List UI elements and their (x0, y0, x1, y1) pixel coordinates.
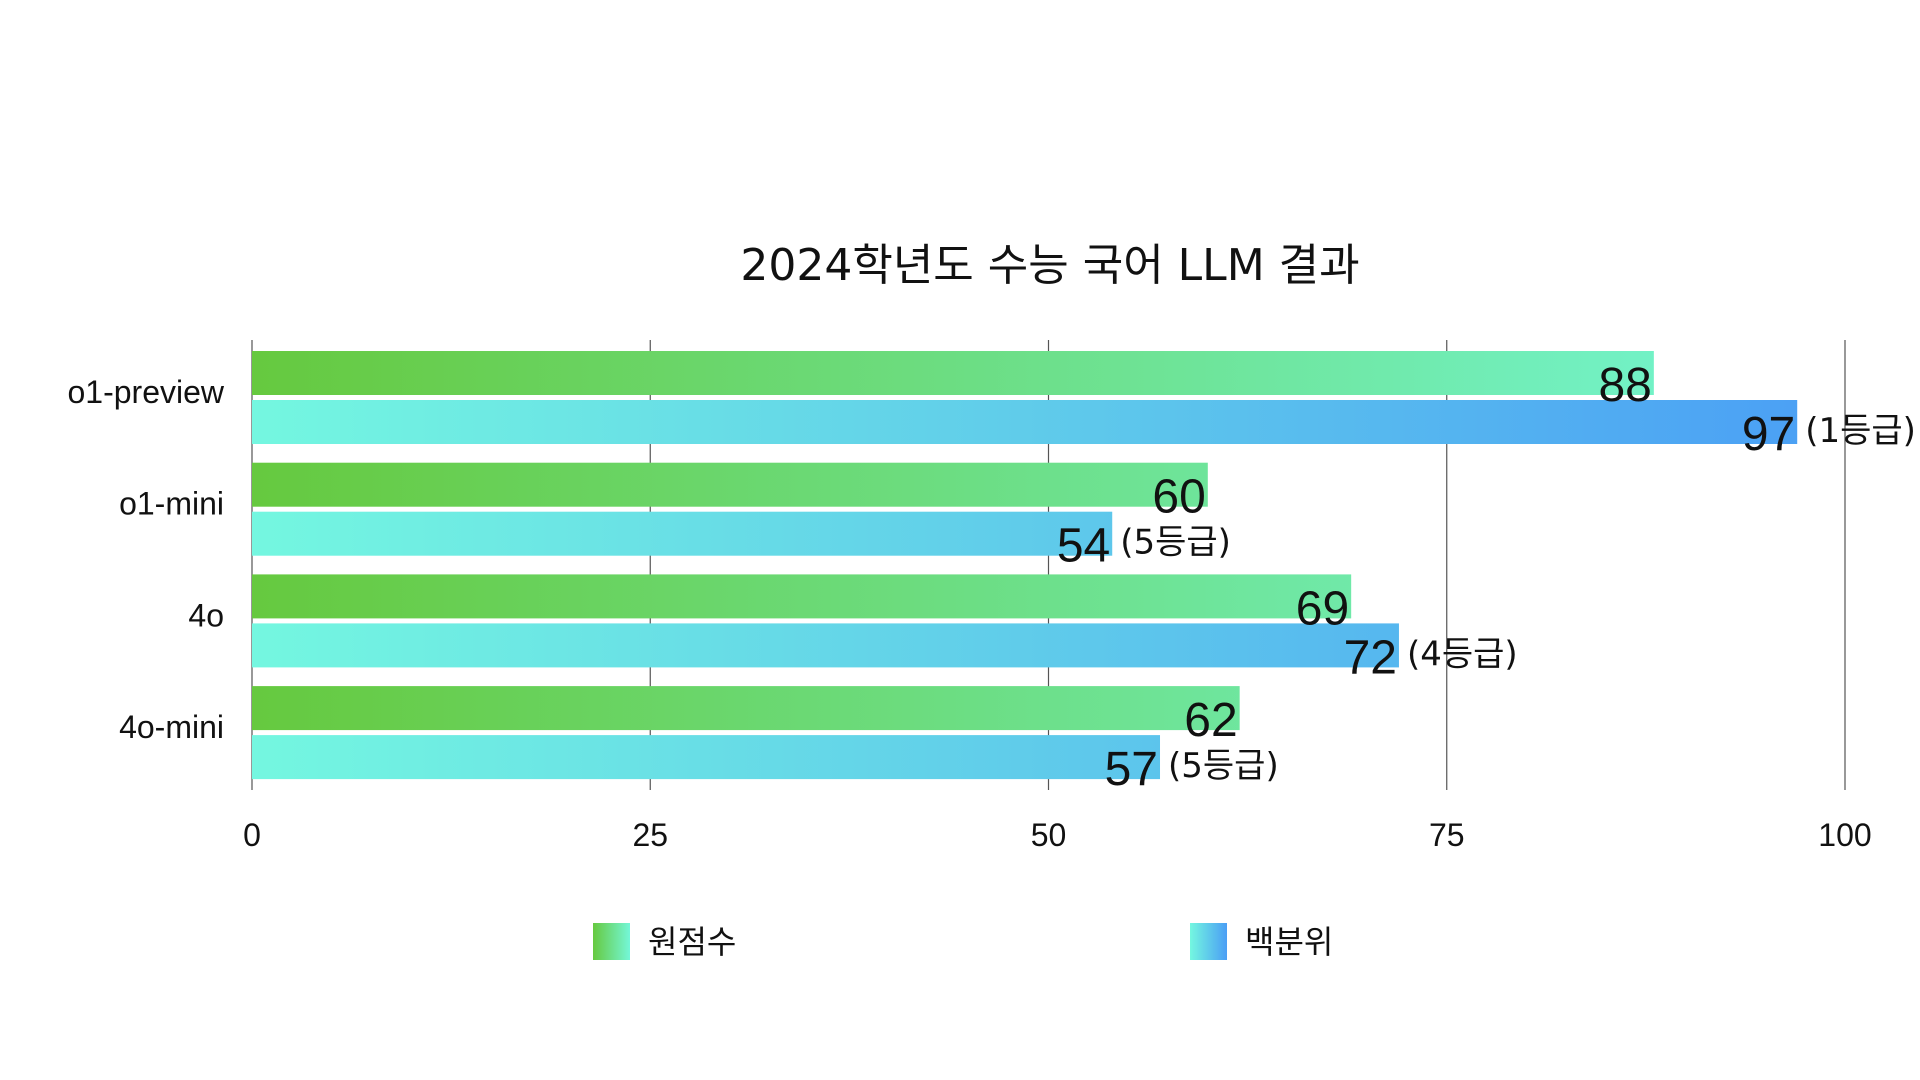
legend-label: 원점수 (648, 923, 736, 961)
legend-label: 백분위 (1245, 923, 1333, 961)
bar-raw-score (252, 351, 1654, 395)
bar-percentile (252, 735, 1161, 780)
data-label: 54 (1057, 520, 1110, 573)
x-tick-label: 0 (243, 817, 261, 853)
bar-raw-score (252, 574, 1352, 619)
category-label: o1-preview (67, 374, 224, 410)
x-tick-label: 25 (632, 817, 668, 853)
grade-annotation: (5등급) (1168, 746, 1279, 786)
bars (252, 351, 1798, 780)
bar-percentile (252, 511, 1113, 556)
bar-raw-score (252, 462, 1208, 507)
data-label: 97 (1742, 408, 1795, 461)
x-tick-label: 75 (1429, 817, 1465, 853)
data-label: 57 (1105, 743, 1158, 796)
bar-percentile (252, 623, 1399, 668)
bar-percentile (252, 400, 1798, 444)
bar-raw-score (252, 686, 1240, 731)
grade-annotation: (1등급) (1805, 411, 1916, 451)
legend: 원점수 백분위 (593, 923, 1333, 961)
data-label: 88 (1598, 359, 1651, 412)
data-label: 60 (1152, 471, 1205, 524)
legend-swatch (1190, 923, 1227, 960)
grade-annotation: (5등급) (1120, 523, 1231, 563)
data-label: 69 (1296, 582, 1349, 635)
x-axis: 0 25 50 75 100 (243, 817, 1872, 853)
data-label: 62 (1184, 694, 1237, 747)
x-tick-label: 100 (1818, 817, 1871, 853)
category-label: 4o (188, 597, 224, 633)
category-label: 4o-mini (119, 709, 224, 745)
grade-annotation: (4등급) (1407, 634, 1518, 674)
data-label: 72 (1344, 631, 1397, 684)
chart-title: 2024학년도 수능 국어 LLM 결과 (740, 240, 1359, 291)
category-label: o1-mini (119, 486, 224, 522)
legend-swatch (593, 923, 630, 960)
x-tick-label: 50 (1031, 817, 1067, 853)
